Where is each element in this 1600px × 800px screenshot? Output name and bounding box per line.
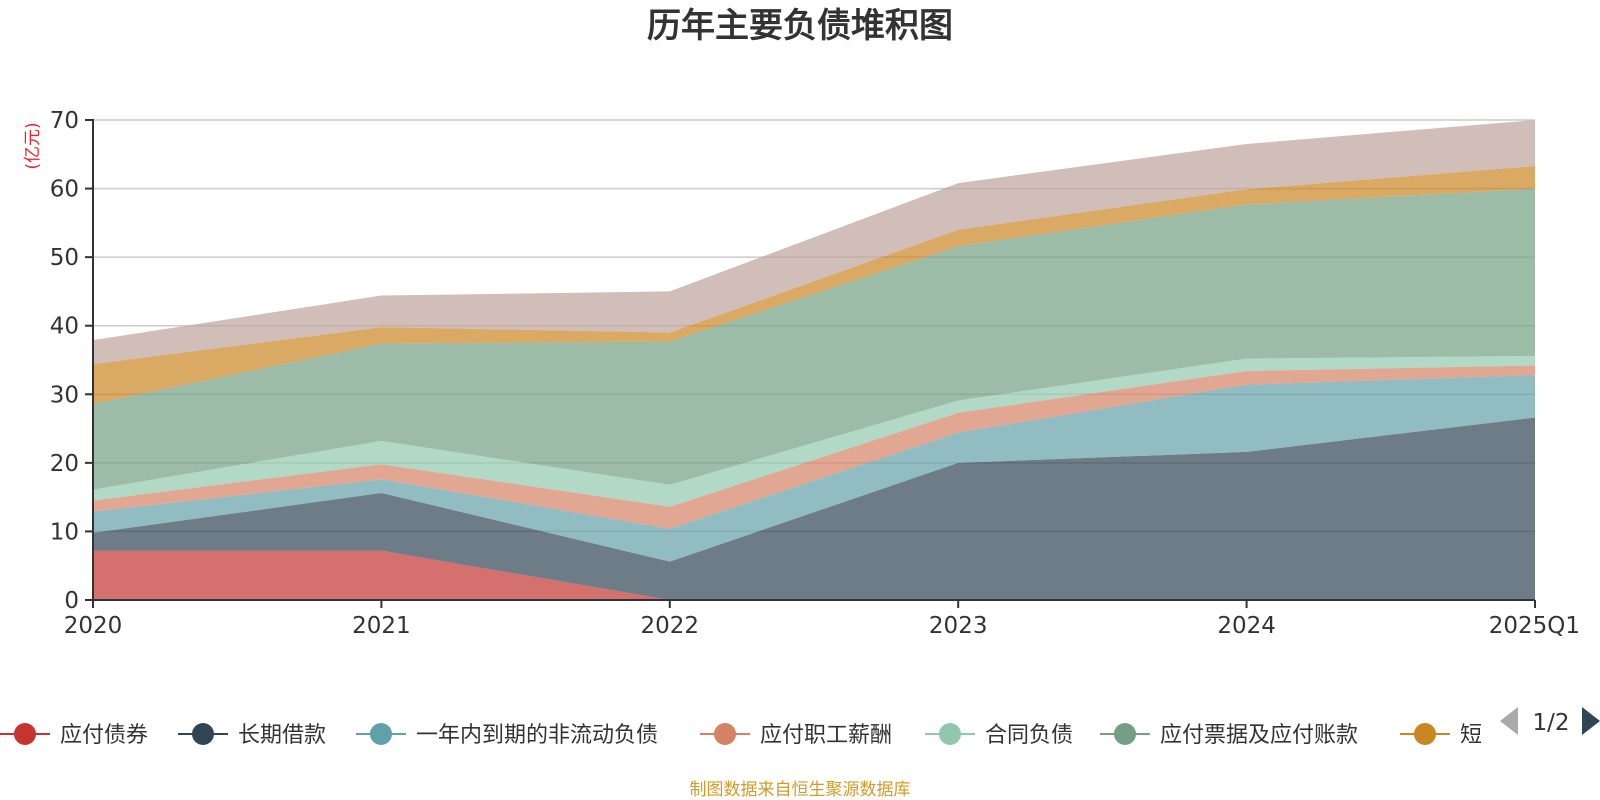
legend-label: 一年内到期的非流动负债 (416, 723, 658, 748)
source-note: 制图数据来自恒生聚源数据库 (690, 780, 911, 800)
y-axis-unit-label: (亿元) (23, 122, 43, 169)
x-tick-label: 2022 (641, 613, 700, 639)
legend-item[interactable]: 合同负债 (925, 723, 1073, 748)
y-tick-label: 30 (50, 382, 79, 408)
area-series (93, 550, 1535, 600)
area-series (93, 365, 1535, 529)
legend-marker-icon (370, 723, 392, 745)
stacked-areas (93, 120, 1535, 600)
legend-marker-icon (192, 723, 214, 745)
x-axis-ticks: 2020 2021 2022 2023 2024 2025Q1 (64, 600, 1580, 639)
legend: 应付债券 长期借款 一年内到期的非流动负债 应付职工薪酬 合同负债 应付票据及应付账款 短 (0, 723, 1482, 748)
legend-item[interactable]: 长期借款 (178, 723, 326, 748)
area-series (93, 355, 1535, 507)
x-tick-label: 2025Q1 (1489, 613, 1580, 639)
y-tick-label: 50 (50, 245, 79, 271)
legend-marker-icon (1114, 723, 1136, 745)
y-tick-label: 60 (50, 177, 79, 203)
legend-label: 应付债券 (60, 723, 148, 748)
legend-label: 合同负债 (985, 723, 1073, 748)
legend-label: 应付票据及应付账款 (1160, 723, 1358, 748)
legend-label: 应付职工薪酬 (760, 723, 892, 748)
legend-item[interactable]: 应付债券 (0, 723, 148, 748)
x-tick-label: 2021 (352, 613, 411, 639)
x-tick-label: 2023 (929, 613, 988, 639)
y-tick-label: 70 (50, 108, 79, 134)
axes (92, 119, 1535, 601)
legend-next-page-icon[interactable] (1582, 707, 1600, 735)
legend-item[interactable]: 一年内到期的非流动负债 (356, 723, 658, 748)
legend-marker-icon (14, 723, 36, 745)
legend-label: 短 (1460, 723, 1482, 748)
area-series (93, 417, 1535, 600)
y-tick-label: 10 (50, 519, 79, 545)
area-series (93, 120, 1535, 365)
legend-marker-icon (1414, 723, 1436, 745)
area-series (93, 188, 1535, 490)
legend-page-indicator: 1/2 (1532, 710, 1569, 736)
legend-item[interactable]: 应付票据及应付账款 (1100, 723, 1358, 748)
y-tick-label: 20 (50, 451, 79, 477)
area-series (93, 165, 1535, 404)
legend-item[interactable]: 短 (1400, 723, 1482, 748)
legend-marker-icon (714, 723, 736, 745)
x-tick-label: 2024 (1217, 613, 1276, 639)
y-tick-label: 0 (64, 588, 79, 614)
area-series (93, 375, 1535, 562)
legend-item[interactable]: 应付职工薪酬 (700, 723, 892, 748)
y-axis-ticks: 0 10 20 30 40 50 60 70 (50, 108, 93, 614)
chart-title: 历年主要负债堆积图 (647, 6, 953, 46)
legend-marker-icon (939, 723, 961, 745)
legend-pager: 1/2 (1500, 707, 1600, 736)
legend-prev-page-icon[interactable] (1500, 707, 1518, 735)
x-tick-label: 2020 (64, 613, 123, 639)
legend-label: 长期借款 (238, 723, 326, 748)
y-tick-label: 40 (50, 314, 79, 340)
